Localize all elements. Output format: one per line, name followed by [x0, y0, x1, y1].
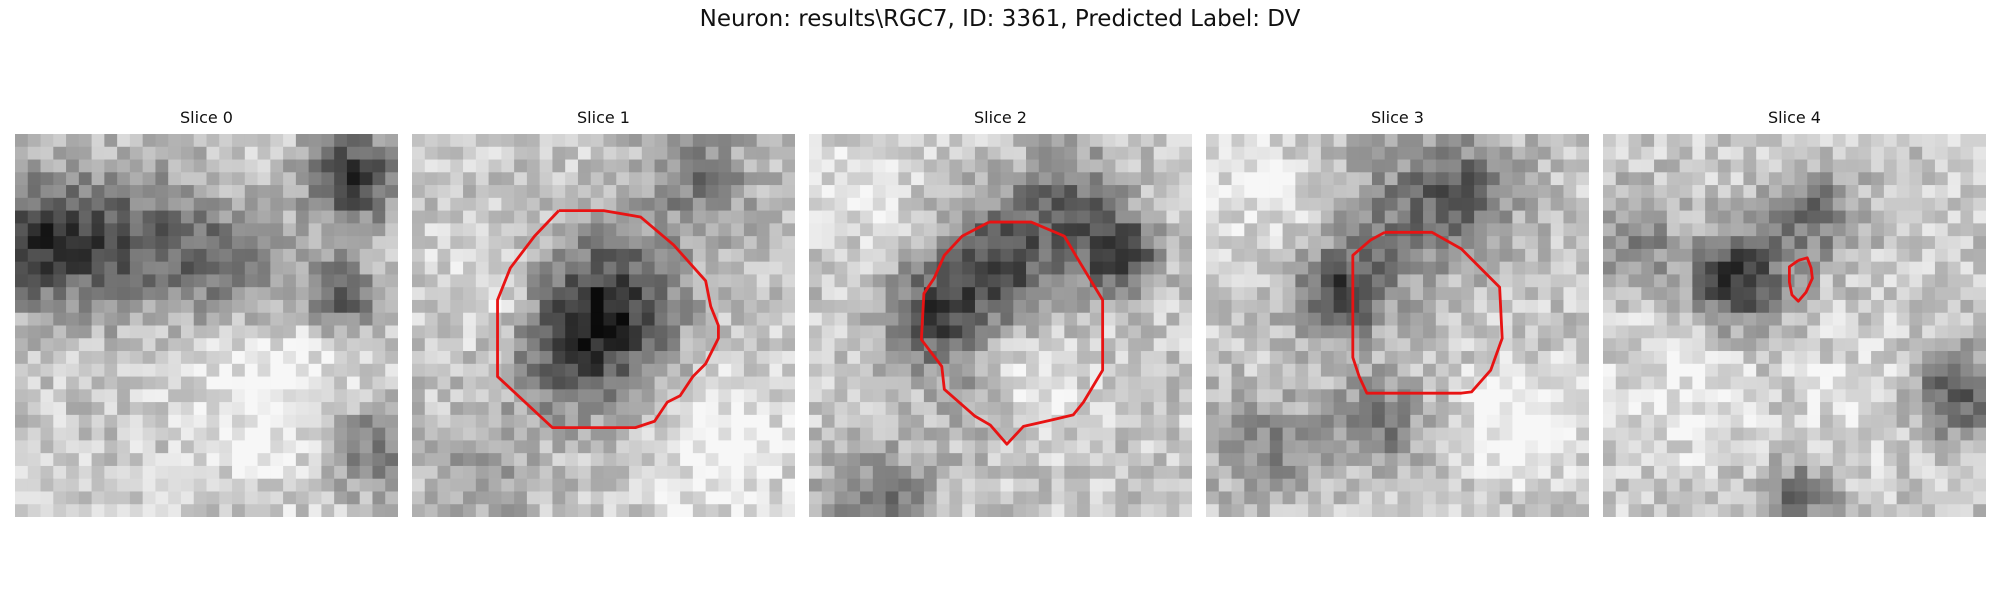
cell-contour: [496, 209, 720, 430]
slice-title: Slice 2: [974, 108, 1027, 127]
slice-panel-0: Slice 0: [15, 108, 398, 517]
slice-image: [15, 134, 398, 517]
cell-contour: [919, 220, 1105, 446]
figure-title: Neuron: results\RGC7, ID: 3361, Predicte…: [699, 6, 1301, 32]
slice-image: [1603, 134, 1986, 517]
slice-image: [1206, 134, 1589, 517]
slice-title: Slice 1: [577, 108, 630, 127]
cell-contour: [1351, 230, 1504, 395]
slice-title: Slice 0: [180, 108, 233, 127]
slice-title: Slice 3: [1371, 108, 1424, 127]
slice-panel-3: Slice 3: [1206, 108, 1589, 517]
slice-image: [809, 134, 1192, 517]
slice-panel-4: Slice 4: [1603, 108, 1986, 517]
cell-contour: [1787, 256, 1814, 303]
slice-image: [412, 134, 795, 517]
slice-title: Slice 4: [1768, 108, 1821, 127]
slice-panel-2: Slice 2: [809, 108, 1192, 517]
slice-panel-1: Slice 1: [412, 108, 795, 517]
